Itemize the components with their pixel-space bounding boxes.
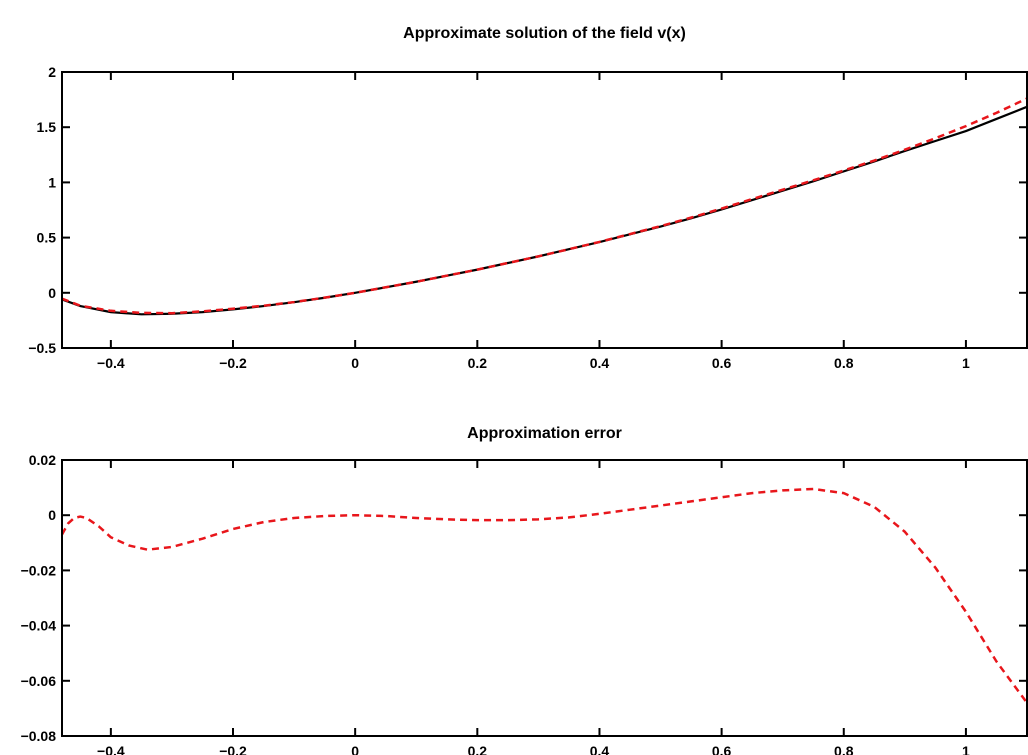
axes-box: [61, 459, 1028, 737]
chart-title: Approximation error: [467, 425, 622, 442]
chart-panel-2: Approximation error −0.4 −0.2 0 0.2 0.4 0.6 0.8…: [21, 425, 1028, 755]
y-tick-label: −0.5: [28, 340, 56, 356]
chart-panel-1: Approximate solution of the field v(x) −0…: [28, 25, 1028, 371]
x-tick-label: −0.2: [219, 743, 247, 755]
x-tick-label: 0.2: [468, 355, 488, 371]
y-tick-label: 0: [48, 285, 56, 301]
x-tick-label: 1: [962, 355, 970, 371]
approximation-line: [62, 97, 1027, 315]
y-tick-label: 0.5: [37, 230, 57, 246]
y-tick-label: 1.5: [37, 119, 57, 135]
series-group: [62, 487, 1027, 704]
y-tick-label: −0.04: [21, 618, 57, 634]
y-tick-label: 0.02: [29, 452, 56, 468]
axes-box: [61, 71, 1028, 349]
x-tick-label: 0.8: [834, 355, 854, 371]
approximation-line: [62, 487, 1027, 704]
x-tick-label: −0.4: [97, 355, 125, 371]
y-tick-label: −0.08: [21, 728, 57, 744]
y-tick-label: 1: [48, 174, 56, 190]
x-tick-label: 0: [351, 355, 359, 371]
y-tick-label: −0.06: [21, 673, 57, 689]
x-tick-label: 0.4: [590, 355, 610, 371]
x-tick-label: 0.2: [468, 743, 488, 755]
y-tick-label: 0: [48, 507, 56, 523]
x-tick-label: 0.4: [590, 743, 610, 755]
y-tick-label: 2: [48, 64, 56, 80]
x-tick-label: −0.4: [97, 743, 125, 755]
x-tick-label: 1: [962, 743, 970, 755]
x-tick-label: 0.6: [712, 355, 732, 371]
reference-line: [62, 105, 1027, 316]
x-tick-label: 0: [351, 743, 359, 755]
x-tick-label: −0.2: [219, 355, 247, 371]
y-tick-label: −0.02: [21, 562, 57, 578]
series-group: [62, 97, 1027, 316]
x-tick-label: 0.6: [712, 743, 732, 755]
chart-title: Approximate solution of the field v(x): [403, 25, 686, 42]
x-tick-label: 0.8: [834, 743, 854, 755]
